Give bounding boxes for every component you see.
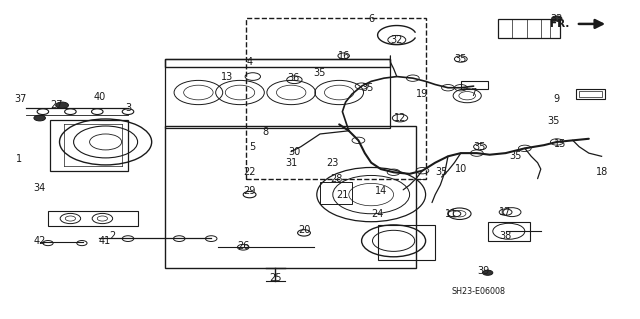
Text: 35: 35 <box>362 83 374 93</box>
Bar <box>378 225 435 260</box>
Text: 37: 37 <box>14 94 27 104</box>
Text: 18: 18 <box>595 167 608 177</box>
Text: 5: 5 <box>250 142 256 152</box>
Bar <box>320 182 352 204</box>
Text: 36: 36 <box>287 73 300 83</box>
Bar <box>50 120 128 171</box>
Text: 15: 15 <box>554 138 566 149</box>
Text: 17: 17 <box>499 207 512 217</box>
Circle shape <box>483 270 493 275</box>
Bar <box>488 222 530 241</box>
Text: 3: 3 <box>125 103 131 114</box>
Text: 12: 12 <box>394 113 406 123</box>
Bar <box>579 91 602 97</box>
Circle shape <box>34 115 45 121</box>
Text: FR.: FR. <box>550 19 570 29</box>
Text: 22: 22 <box>243 167 256 177</box>
Text: 26: 26 <box>237 241 250 251</box>
Text: SH23-E06008: SH23-E06008 <box>451 287 505 296</box>
Text: 1: 1 <box>16 154 22 165</box>
Text: 9: 9 <box>554 94 560 104</box>
Text: 25: 25 <box>269 272 282 283</box>
Bar <box>165 59 390 128</box>
Text: 35: 35 <box>314 68 326 78</box>
Text: 21: 21 <box>336 189 349 200</box>
Circle shape <box>552 16 562 21</box>
Bar <box>48 211 138 226</box>
Text: 32: 32 <box>390 35 403 45</box>
Text: 10: 10 <box>454 164 467 174</box>
Text: 6: 6 <box>368 14 374 24</box>
Text: 35: 35 <box>435 167 448 177</box>
Text: 11: 11 <box>445 209 458 219</box>
Text: 34: 34 <box>33 183 46 193</box>
Bar <box>165 126 416 268</box>
Bar <box>498 19 560 38</box>
Text: 20: 20 <box>298 225 310 235</box>
Text: 38: 38 <box>499 231 512 241</box>
Text: 30: 30 <box>288 146 301 157</box>
Text: 31: 31 <box>285 158 298 168</box>
Text: 24: 24 <box>371 209 384 219</box>
Bar <box>576 89 605 99</box>
Text: 19: 19 <box>416 89 429 99</box>
Text: 23: 23 <box>326 158 339 168</box>
Text: 35: 35 <box>547 116 560 126</box>
Bar <box>246 18 426 179</box>
Text: 2: 2 <box>109 231 115 241</box>
Text: 29: 29 <box>243 186 256 197</box>
Text: 42: 42 <box>33 236 46 246</box>
Bar <box>461 81 488 89</box>
Text: 41: 41 <box>98 236 111 246</box>
Text: 28: 28 <box>330 174 342 184</box>
Text: 35: 35 <box>474 142 486 152</box>
Text: 35: 35 <box>454 54 467 64</box>
Text: 40: 40 <box>93 92 106 102</box>
Text: 7: 7 <box>470 87 477 98</box>
Text: 8: 8 <box>262 127 269 137</box>
Text: 14: 14 <box>374 186 387 197</box>
Text: 35: 35 <box>509 151 522 161</box>
Text: 39: 39 <box>477 266 490 276</box>
Text: 13: 13 <box>221 71 234 82</box>
Text: 33: 33 <box>550 14 563 24</box>
Text: 4: 4 <box>246 57 253 67</box>
Text: 16: 16 <box>337 51 350 61</box>
Text: 27: 27 <box>50 100 63 110</box>
Circle shape <box>56 102 68 108</box>
Bar <box>165 59 390 67</box>
